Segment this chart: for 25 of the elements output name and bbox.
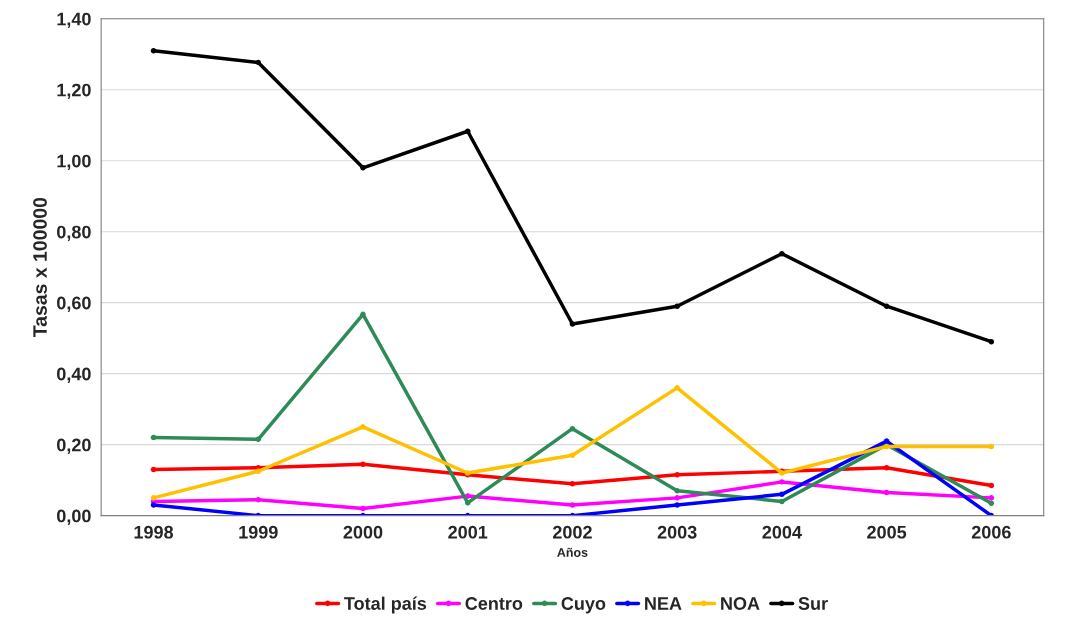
y-tick-label: 0,80 [57,225,91,242]
y-tick-label: 0,60 [57,296,91,313]
x-tick-label: 2002 [552,525,592,539]
legend-label: NOA [721,597,760,610]
x-tick-label: 2000 [343,525,383,539]
legend-label: Total país [344,596,427,614]
x-tick-label: 1999 [239,525,278,539]
legend-label: Cuyo [561,597,606,614]
x-tick-label: 2006 [971,525,1011,539]
y-axis-title: Tasas x 100000 [33,197,47,338]
y-tick-label: 0,00 [57,509,91,525]
legend-label: NEA [645,597,682,610]
x-tick-label: 2003 [657,525,697,539]
legend-label: Sur [798,597,828,610]
x-tick-label: 1998 [134,525,174,539]
x-tick-label: 2001 [448,525,488,539]
legend-label: Centro [465,597,523,610]
y-tick-label: 0,40 [57,367,91,383]
y-tick-label: 1,20 [57,83,91,100]
x-axis-title: Años [557,547,588,557]
x-tick-label: 2004 [762,525,802,539]
y-tick-label: 0,20 [57,438,91,454]
y-tick-label: 1,40 [57,12,91,29]
x-tick-label: 2005 [867,525,907,539]
y-tick-label: 1,00 [57,154,91,171]
